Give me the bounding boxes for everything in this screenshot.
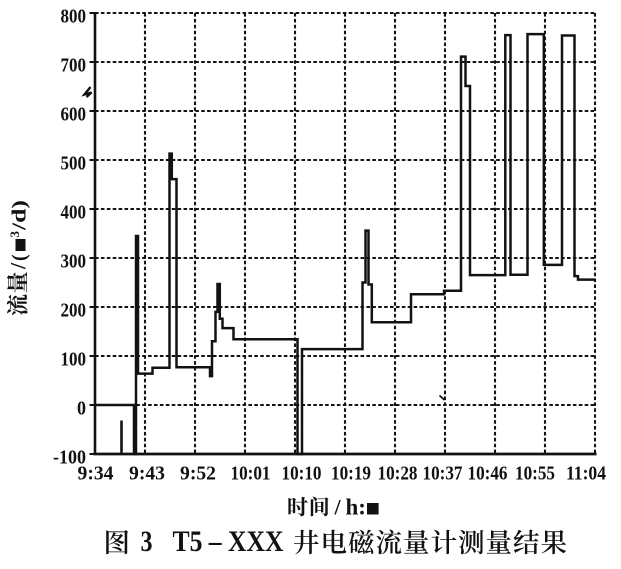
svg-text:/d): /d) [9, 200, 31, 231]
svg-text:200: 200 [61, 299, 87, 321]
svg-text:11:04: 11:04 [566, 463, 606, 485]
svg-text:-100: -100 [53, 446, 86, 468]
svg-text:10:46: 10:46 [468, 463, 508, 485]
svg-text:10:55: 10:55 [515, 463, 555, 485]
svg-text:10:10: 10:10 [282, 463, 322, 485]
svg-text:9:43: 9:43 [129, 463, 165, 485]
svg-text:9:34: 9:34 [78, 463, 114, 485]
svg-text:10:19: 10:19 [331, 463, 371, 485]
svg-text:700: 700 [61, 54, 87, 76]
svg-text:9:52: 9:52 [180, 463, 216, 485]
svg-text:10:01: 10:01 [231, 463, 271, 485]
svg-text:400: 400 [61, 201, 87, 223]
svg-text:300: 300 [61, 250, 87, 272]
svg-text:100: 100 [61, 348, 87, 370]
svg-text:0: 0 [77, 397, 86, 419]
svg-text:600: 600 [61, 103, 87, 125]
svg-text:/: / [6, 262, 31, 270]
svg-text:800: 800 [61, 5, 87, 27]
svg-text:10:28: 10:28 [378, 463, 418, 485]
svg-text:500: 500 [61, 152, 87, 174]
svg-text:h:: h: [346, 495, 366, 520]
svg-text:(: ( [9, 254, 31, 261]
svg-text:3: 3 [141, 525, 153, 558]
svg-text:/: / [334, 495, 342, 520]
svg-text:3: 3 [7, 231, 22, 238]
svg-text:T5 – XXX: T5 – XXX [173, 525, 284, 558]
svg-text:10:37: 10:37 [423, 463, 463, 485]
